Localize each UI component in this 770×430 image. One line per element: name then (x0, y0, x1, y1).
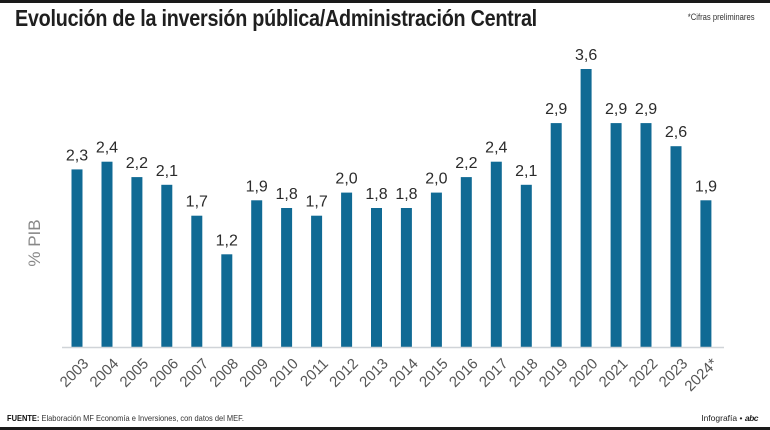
bar-2010 (281, 208, 293, 347)
value-label-2017: 2,4 (485, 140, 507, 157)
bar-2024 (700, 200, 712, 347)
preliminary-note: *Cifras preliminares (688, 12, 755, 22)
x-tick-2003: 2003 (57, 355, 93, 391)
bar-2017 (490, 161, 502, 347)
x-tick-2013: 2013 (356, 355, 392, 391)
bar-2009 (251, 200, 263, 347)
value-label-2014: 1,8 (395, 186, 417, 203)
x-tick-2005: 2005 (117, 355, 153, 391)
x-tick-labels-group: 2003200420052006200720082009201020112012… (57, 355, 722, 395)
bar-2007 (191, 215, 203, 347)
value-label-2016: 2,2 (455, 155, 477, 172)
bar-2012 (341, 192, 353, 347)
x-tick-2011: 2011 (297, 355, 332, 390)
value-label-2010: 1,8 (276, 186, 298, 203)
value-label-2007: 1,7 (186, 194, 208, 211)
value-label-2024: 1,9 (695, 178, 717, 195)
chart-title: Evolución de la inversión pública/Admini… (15, 5, 537, 31)
x-tick-2024: 2024* (681, 355, 721, 395)
value-label-2023: 2,6 (665, 124, 687, 141)
x-tick-2015: 2015 (416, 355, 452, 391)
bar-2018 (520, 184, 532, 347)
x-tick-2016: 2016 (446, 355, 482, 391)
x-tick-2020: 2020 (566, 355, 602, 391)
bar-2013 (371, 208, 382, 347)
bar-2022 (640, 123, 652, 347)
credit-text: Infografía • (701, 413, 743, 423)
bar-2019 (550, 123, 562, 347)
x-tick-2004: 2004 (87, 355, 123, 391)
x-tick-2019: 2019 (536, 355, 572, 391)
value-label-2012: 2,0 (335, 171, 357, 188)
bottom-rule (0, 427, 770, 430)
value-label-2013: 1,8 (365, 186, 387, 203)
top-rule (0, 0, 770, 3)
x-tick-2010: 2010 (266, 355, 302, 391)
x-tick-2006: 2006 (146, 355, 182, 391)
x-tick-2014: 2014 (386, 355, 422, 391)
bar-2003 (71, 169, 83, 347)
bar-2021 (610, 123, 622, 347)
bar-2006 (161, 184, 173, 347)
bar-2004 (101, 161, 113, 347)
source-note: FUENTE: Elaboración MF Economía e Invers… (7, 413, 244, 423)
value-label-2019: 2,9 (545, 101, 567, 118)
value-label-2021: 2,9 (605, 101, 627, 118)
x-tick-2008: 2008 (206, 355, 242, 391)
value-label-2003: 2,3 (66, 147, 88, 164)
value-label-2018: 2,1 (515, 163, 537, 180)
bar-2020 (580, 69, 592, 347)
bar-2014 (400, 208, 412, 347)
credit: Infografía • abc (701, 413, 758, 423)
x-tick-2009: 2009 (236, 355, 272, 391)
value-label-2022: 2,9 (635, 101, 657, 118)
value-labels-group: 2,3 2,4 2,2 2,1 1,7 1,2 1,9 1,8 1,7 2,0 1,8 1,8 2,0 2… (66, 47, 717, 249)
bar-2023 (670, 146, 682, 347)
value-label-2005: 2,2 (126, 155, 148, 172)
x-tick-2007: 2007 (176, 355, 212, 391)
bar-2005 (131, 177, 143, 347)
bar-2011 (311, 215, 323, 347)
abc-logo: abc (744, 413, 759, 423)
x-tick-2017: 2017 (476, 355, 512, 391)
x-tick-2021: 2021 (596, 355, 632, 391)
x-tick-2018: 2018 (506, 355, 542, 391)
value-label-2020: 3,6 (575, 47, 597, 64)
value-label-2009: 1,9 (246, 178, 268, 195)
bar-2016 (460, 177, 472, 347)
value-label-2011: 1,7 (305, 194, 327, 211)
bar-2008 (221, 254, 233, 347)
source-text: Elaboración MF Economía e Inversiones, c… (39, 413, 244, 423)
x-tick-2012: 2012 (326, 355, 362, 391)
value-label-2006: 2,1 (156, 163, 178, 180)
value-label-2008: 1,2 (216, 232, 238, 249)
bar-2015 (430, 192, 442, 347)
value-label-2004: 2,4 (96, 140, 118, 157)
y-axis-label: % PIB (25, 219, 44, 266)
x-tick-2022: 2022 (626, 355, 662, 391)
bars-group (71, 69, 712, 347)
source-label: FUENTE: (7, 413, 40, 423)
value-label-2015: 2,0 (425, 171, 447, 188)
